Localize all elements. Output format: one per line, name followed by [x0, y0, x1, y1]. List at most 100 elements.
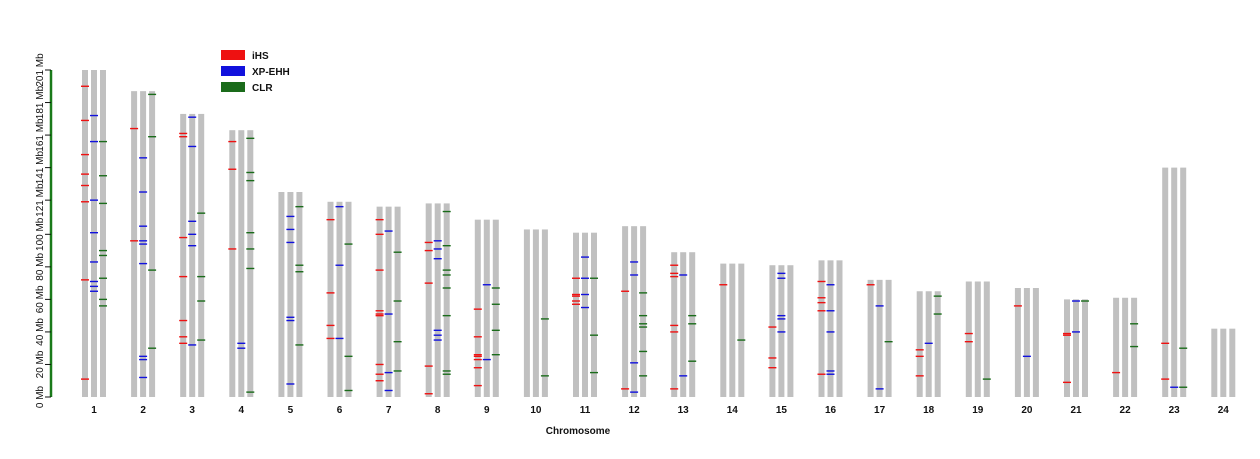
chromosome-label: 13	[678, 405, 690, 416]
chromosome-bar	[631, 226, 638, 397]
chromosome-label: 10	[530, 405, 542, 416]
chromosome-bar	[836, 260, 843, 397]
legend-label: XP-EHH	[252, 67, 290, 78]
chromosome-label: 1	[91, 405, 97, 416]
chromosome-label: 24	[1218, 405, 1230, 416]
chromosome-group	[473, 219, 500, 397]
legend: iHS XP-EHH CLR	[221, 50, 290, 94]
chromosome-bar	[867, 279, 874, 397]
chromosome-group	[1161, 167, 1188, 397]
chromosome-bar	[1064, 299, 1070, 397]
chromosome-group	[278, 192, 304, 397]
chromosome-group	[866, 279, 893, 397]
chromosome-bar	[541, 229, 548, 397]
chromosome-bar	[483, 219, 490, 397]
chromosome-bar	[100, 70, 106, 397]
chromosome-group	[326, 201, 353, 397]
chromosome-group	[1211, 328, 1236, 397]
chromosome-bar	[1220, 328, 1227, 397]
chromosome-label: 19	[972, 405, 984, 416]
y-tick-label: 20 Mb	[35, 350, 46, 378]
x-axis-labels: 1 2 3 4 5 6 7 8 9 10 11 12 13 14 15 16 17 18 19 20 21 22 23 24	[91, 405, 1229, 416]
chromosome-bar	[729, 263, 736, 397]
chromosome-bar	[189, 113, 196, 397]
chromosome-bar	[180, 113, 187, 397]
legend-label: iHS	[252, 51, 269, 62]
chromosome-bar	[778, 265, 785, 397]
chromosome-bar	[769, 265, 776, 397]
chromosome-bar	[474, 219, 481, 397]
chromosome-bar	[434, 203, 441, 397]
chromosome-label: 22	[1120, 405, 1132, 416]
chromosome-bar	[974, 281, 981, 397]
chromosome-bar	[787, 265, 794, 397]
chromosome-label: 20	[1021, 405, 1033, 416]
chromosome-bar	[1229, 328, 1236, 397]
chromosome-bar	[1180, 167, 1187, 397]
chromosome-group	[621, 226, 648, 397]
chromosome-label: 18	[923, 405, 935, 416]
chromosome-bar	[523, 229, 530, 397]
legend-swatch	[221, 66, 245, 76]
chromosome-label: 16	[825, 405, 837, 416]
chromosome-bar	[1032, 288, 1039, 397]
chromosome-bar	[827, 260, 834, 397]
chromosome-bar	[149, 91, 156, 397]
chromosome-bar	[582, 232, 588, 397]
y-tick-label: 121 Mb	[35, 183, 46, 217]
chromosome-bar	[1073, 299, 1079, 397]
chromosome-group	[523, 229, 549, 397]
chromosome-label: 6	[337, 405, 343, 416]
chromosome-bar	[1113, 297, 1120, 397]
chromosome-bar	[327, 201, 334, 397]
chromosome-bar	[818, 260, 825, 397]
chromosome-bar	[278, 192, 285, 397]
chromosome-bar	[720, 263, 727, 397]
y-tick-label: 80 Mb	[35, 253, 46, 281]
chromosome-bar	[965, 281, 972, 397]
chromosome-group	[915, 291, 942, 397]
chromosome-label: 9	[484, 405, 490, 416]
chromosome-bar	[91, 70, 97, 397]
chromosome-bar	[394, 206, 401, 397]
chromosome-bar	[1082, 299, 1088, 397]
chromosome-bar	[376, 206, 383, 397]
y-tick-label: 181 Mb	[35, 85, 46, 119]
chromosome-bar	[131, 91, 138, 397]
chromosome-bar	[336, 201, 343, 397]
chromosome-bar	[238, 130, 245, 397]
y-tick-label: 0 Mb	[35, 385, 46, 408]
y-tick-label: 40 Mb	[35, 318, 46, 346]
chromosome-bar	[385, 206, 392, 397]
chromosome-label: 17	[874, 405, 886, 416]
chromosome-bar	[983, 281, 990, 397]
y-tick-label: 201 Mb	[35, 53, 46, 87]
legend-swatch	[221, 82, 245, 92]
chromosome-bar	[916, 291, 923, 397]
chromosome-bar	[82, 70, 88, 397]
chromosome-bar	[1162, 167, 1169, 397]
chromosome-group	[1112, 297, 1139, 397]
chromosome-group	[964, 281, 991, 397]
chromosome-group	[424, 203, 451, 397]
chromosome-bar	[425, 203, 432, 397]
chromosome-bar	[934, 291, 941, 397]
chromosome-bar	[925, 291, 932, 397]
chromosome-label: 7	[386, 405, 392, 416]
chromosome-bar	[247, 130, 254, 397]
chromosome-bar	[1122, 297, 1129, 397]
legend-swatch	[221, 50, 245, 60]
x-axis-title: Chromosome	[546, 426, 611, 437]
chromosome-bar	[198, 113, 205, 397]
chromosome-label: 12	[629, 405, 641, 416]
chromosome-label: 14	[727, 405, 739, 416]
chromosome-group	[130, 91, 157, 397]
chromosome-bar	[689, 252, 696, 397]
chromosome-bar	[296, 192, 303, 397]
chromosome-bar	[1131, 297, 1138, 397]
legend-label: CLR	[252, 83, 273, 94]
chromosome-group	[81, 70, 107, 397]
chromosome-bar	[738, 263, 745, 397]
